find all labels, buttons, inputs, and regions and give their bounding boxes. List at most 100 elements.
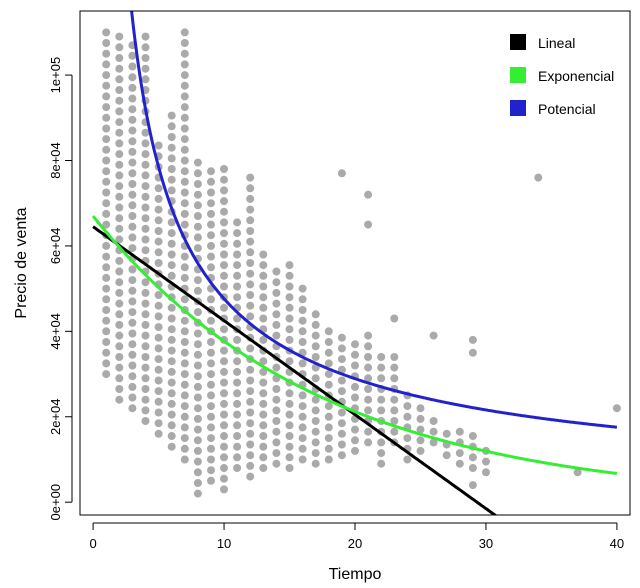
scatter-point xyxy=(141,160,150,169)
scatter-point xyxy=(115,54,124,62)
scatter-point xyxy=(128,382,137,391)
scatter-point xyxy=(220,229,228,238)
scatter-point xyxy=(246,365,255,374)
scatter-point xyxy=(377,374,386,383)
scatter-point xyxy=(167,346,176,355)
scatter-point xyxy=(180,135,189,144)
scatter-point xyxy=(180,145,189,154)
scatter-point xyxy=(246,280,255,289)
scatter-point xyxy=(298,412,307,421)
scatter-point xyxy=(167,325,176,334)
scatter-point xyxy=(207,455,215,464)
scatter-point xyxy=(416,404,425,413)
scatter-point xyxy=(154,344,163,353)
scatter-point xyxy=(115,299,124,308)
scatter-point xyxy=(364,353,373,361)
scatter-point xyxy=(167,175,176,184)
scatter-point xyxy=(207,380,215,389)
scatter-point xyxy=(246,376,255,385)
scatter-point xyxy=(207,370,215,379)
scatter-point xyxy=(167,165,176,173)
scatter-point xyxy=(337,408,346,417)
scatter-point xyxy=(115,107,124,116)
scatter-point xyxy=(102,39,111,47)
scatter-point xyxy=(311,395,320,404)
scatter-point xyxy=(337,451,346,460)
scatter-point xyxy=(193,372,202,381)
scatter-point xyxy=(233,239,242,248)
scatter-point xyxy=(207,263,215,272)
scatter-point xyxy=(364,190,373,199)
scatter-point xyxy=(141,385,150,393)
scatter-point xyxy=(115,203,124,212)
scatter-point xyxy=(482,457,490,466)
scatter-point xyxy=(128,147,137,156)
scatter-point xyxy=(102,28,111,37)
scatter-point xyxy=(298,423,307,432)
scatter-point xyxy=(207,466,215,475)
scatter-point xyxy=(364,438,373,447)
scatter-point xyxy=(442,429,451,438)
scatter-point xyxy=(351,350,359,359)
scatter-point xyxy=(115,224,124,233)
scatter-point xyxy=(115,214,124,223)
scatter-point xyxy=(207,241,215,250)
scatter-point xyxy=(154,397,163,406)
scatter-point xyxy=(128,115,137,124)
scatter-point xyxy=(102,156,111,165)
scatter-point xyxy=(154,429,163,438)
scatter-point xyxy=(102,92,111,101)
scatter-point xyxy=(141,235,150,244)
scatter-point xyxy=(390,406,399,415)
scatter-point xyxy=(115,43,124,52)
scatter-point xyxy=(128,222,137,231)
scatter-point xyxy=(193,489,202,498)
scatter-point xyxy=(167,154,176,163)
scatter-point xyxy=(141,395,150,404)
scatter-point xyxy=(285,453,294,462)
scatter-point xyxy=(180,295,189,304)
y-tick-label: 2e+04 xyxy=(48,399,63,436)
scatter-point xyxy=(482,468,490,477)
scatter-point xyxy=(167,410,176,419)
legend-label-potencial: Potencial xyxy=(538,101,596,117)
scatter-point xyxy=(115,86,124,94)
scatter-point xyxy=(351,382,359,391)
scatter-point xyxy=(220,197,228,206)
scatter-point xyxy=(298,434,307,443)
scatter-point xyxy=(180,359,189,368)
scatter-point xyxy=(207,402,215,411)
scatter-point xyxy=(468,464,477,472)
scatter-point xyxy=(337,440,346,449)
scatter-point xyxy=(298,338,307,346)
scatter-point xyxy=(141,54,150,62)
scatter-point xyxy=(180,167,189,176)
scatter-point xyxy=(246,269,255,278)
scatter-point xyxy=(128,404,137,413)
series-line-lineal xyxy=(92,225,498,515)
scatter-point xyxy=(141,224,150,233)
scatter-point xyxy=(311,449,320,458)
scatter-point xyxy=(207,338,215,346)
scatter-point xyxy=(377,449,386,458)
scatter-point xyxy=(364,406,373,415)
scatter-point xyxy=(311,459,320,468)
scatter-point xyxy=(337,387,346,396)
scatter-point xyxy=(298,455,307,464)
scatter-point xyxy=(390,363,399,372)
scatter-point xyxy=(180,370,189,379)
scatter-point xyxy=(311,342,320,351)
scatter-point xyxy=(180,252,189,261)
scatter-point xyxy=(364,395,373,404)
scatter-point xyxy=(193,393,202,402)
scatter-point xyxy=(102,338,111,346)
scatter-layer xyxy=(102,28,621,498)
scatter-point xyxy=(193,414,202,423)
scatter-point xyxy=(364,220,373,229)
x-tick-label: 30 xyxy=(479,536,493,551)
scatter-point xyxy=(141,182,150,191)
scatter-point xyxy=(115,118,124,127)
scatter-point xyxy=(337,355,346,364)
scatter-point xyxy=(193,180,202,188)
scatter-point xyxy=(324,348,333,357)
